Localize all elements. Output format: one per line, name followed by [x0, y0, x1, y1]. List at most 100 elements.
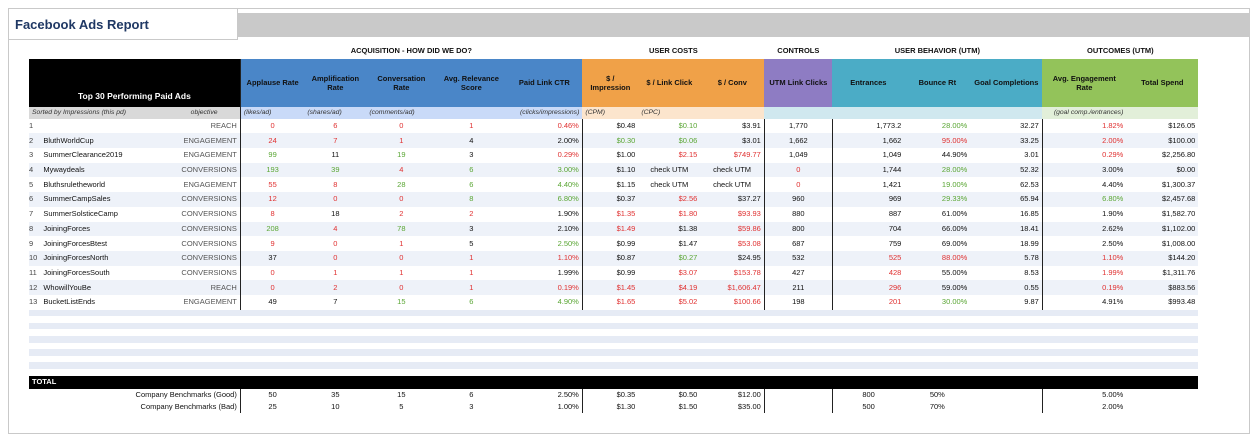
metric-cell: 704	[888, 223, 902, 233]
benchmark-cell: 25	[239, 400, 305, 413]
metric-cell: 24	[239, 133, 305, 149]
campaign-name[interactable]: SummerSolsticeCamp	[43, 209, 118, 219]
unit-label: (clicks/impressions)	[506, 106, 583, 119]
campaign-name[interactable]: Mywaydeals	[43, 165, 85, 175]
objective: CONVERSIONS	[181, 209, 237, 219]
metric-cell: 61.00%	[941, 209, 968, 219]
campaign-name[interactable]: BluthWorldCup	[43, 135, 94, 145]
metric-cell: 49	[239, 294, 305, 310]
metric-cell: 99	[239, 148, 305, 163]
campaign-name[interactable]: SummerCampSales	[43, 194, 111, 204]
unit-label	[970, 106, 1043, 119]
column-header[interactable]: Goal Completions	[970, 58, 1043, 107]
column-header[interactable]: $ / Conv	[700, 58, 765, 107]
metric-cell: 52.32	[970, 162, 1043, 178]
campaign-name[interactable]: Bluthsruletheworld	[43, 179, 106, 189]
column-header[interactable]: Bounce Rt	[904, 58, 971, 107]
table-row[interactable]: 9 JoiningForcesBtest CONVERSIONS 9 0 1 5 2.50% $…	[29, 236, 1198, 251]
metric-cell: 800	[764, 221, 833, 237]
metric-cell: 55.00%	[941, 267, 968, 277]
metric-cell: 201	[888, 297, 902, 307]
metric-cell: 428	[888, 267, 902, 277]
column-header[interactable]: Amplification Rate	[304, 58, 367, 107]
unit-label: (CPC)	[638, 106, 701, 119]
table-row[interactable]: 7 SummerSolsticeCamp CONVERSIONS 8 18 2 2 1.90%…	[29, 206, 1198, 222]
table-row[interactable]: 5 Bluthsruletheworld ENGAGEMENT 55 8 28 6 4.40%…	[29, 177, 1198, 193]
campaign-name[interactable]: JoiningForcesSouth	[43, 267, 110, 277]
table-row[interactable]: 8 JoiningForces CONVERSIONS 208 4 78 3 2.10% $1.…	[29, 221, 1199, 237]
metric-cell: 1.10%	[506, 250, 583, 266]
campaign-name[interactable]: JoiningForces	[43, 223, 91, 233]
table-row[interactable]: 4 Mywaydeals CONVERSIONS 193 39 4 6 3.00% $1.10 c…	[29, 162, 1199, 178]
metric-cell: $1.38	[678, 223, 698, 233]
metric-cell: 69.00%	[941, 238, 968, 248]
column-header[interactable]: UTM Link Clicks	[764, 58, 833, 107]
campaign-name[interactable]: JoiningForcesNorth	[43, 253, 109, 263]
metric-cell: 1,049	[764, 148, 833, 163]
table-row[interactable]: 13 BucketListEnds ENGAGEMENT 49 7 15 6 4.90% $1.…	[29, 294, 1198, 310]
metric-cell: 3.00%	[1102, 165, 1124, 175]
column-header[interactable]: Entrances	[832, 58, 905, 107]
column-header[interactable]: Conversation Rate	[366, 58, 437, 107]
column-header[interactable]: Applause Rate	[239, 58, 305, 107]
column-header[interactable]: Paid Link CTR	[506, 58, 583, 107]
table-row[interactable]: 3 SummerClearance2019 ENGAGEMENT 99 11 19 3 0.2…	[29, 148, 1198, 163]
table-row[interactable]: 10 JoiningForcesNorth CONVERSIONS 37 0 0 1 1.10…	[29, 250, 1199, 266]
benchmark-cell: $12.00	[700, 388, 765, 401]
unit-label: (shares/ad)	[304, 106, 367, 119]
column-header[interactable]: Avg. Engagement Rate	[1042, 58, 1127, 107]
metric-cell: 0	[399, 282, 404, 292]
empty-row	[29, 336, 1199, 343]
metric-cell: 3.00%	[506, 162, 583, 178]
table-row[interactable]: 6 SummerCampSales CONVERSIONS 12 0 0 8 6.80% $0.…	[29, 192, 1199, 207]
top-ads-label: Top 30 Performing Paid Ads	[29, 58, 241, 107]
benchmark-cell: 35	[331, 389, 340, 399]
report-frame: Facebook Ads Report ACQUISITION - HOW DI…	[8, 8, 1250, 434]
campaign-name[interactable]: JoiningForcesBtest	[43, 238, 108, 248]
metric-cell: 0	[399, 253, 404, 263]
metric-cell: 1	[469, 121, 474, 131]
benchmark-label: Company Benchmarks (Bad)	[140, 401, 237, 411]
metric-cell: $3.07	[678, 267, 698, 277]
metric-cell: $93.93	[700, 206, 765, 222]
table-row[interactable]: 1 REACH 0 6 0 1 0.46% $0.48 $0.10 $3.91 1,770 1,773…	[29, 118, 1198, 134]
metric-cell: 208	[239, 221, 305, 237]
column-header[interactable]: Total Spend	[1126, 58, 1199, 107]
row-index: 4	[29, 165, 34, 175]
metric-cell: $0.27	[678, 253, 698, 263]
metric-cell: $2.15	[678, 150, 698, 160]
section-acquisition: ACQUISITION - HOW DID WE DO?	[350, 46, 472, 56]
metric-cell: 1.90%	[506, 206, 583, 222]
column-header[interactable]: Avg. Relevance Score	[436, 58, 507, 107]
metric-cell: 1.90%	[1102, 209, 1124, 219]
metric-cell: $0.99	[616, 238, 636, 248]
metric-cell: 1	[469, 267, 474, 277]
table-row[interactable]: 2 BluthWorldCup ENGAGEMENT 24 7 1 4 2.00% $0.30 $…	[29, 133, 1199, 149]
metric-cell: $1,300.37	[1161, 179, 1196, 189]
metric-cell: $0.37	[616, 194, 636, 204]
table-row[interactable]: 12 WhowillYouBe REACH 0 2 0 1 0.19% $1.45 $4.19 $1…	[29, 280, 1199, 295]
table-row[interactable]: 11 JoiningForcesSouth CONVERSIONS 0 1 1 1 1.99%…	[29, 265, 1198, 281]
metric-cell: 8	[333, 179, 338, 189]
metric-cell: 2.00%	[1102, 135, 1124, 145]
column-header[interactable]: $ / Impression	[582, 58, 639, 107]
campaign-name[interactable]: BucketListEnds	[43, 297, 96, 307]
column-header[interactable]: $ / Link Click	[638, 58, 701, 107]
empty-row	[29, 349, 1199, 356]
campaign-name[interactable]	[40, 119, 168, 134]
metric-cell: 6	[469, 179, 474, 189]
benchmark-cell	[764, 400, 833, 413]
metric-cell: 6.80%	[1102, 194, 1124, 204]
metric-cell: 4	[333, 223, 338, 233]
metric-cell: $1,606.47	[700, 280, 765, 295]
benchmark-cell: $0.50	[678, 389, 698, 399]
campaign-name[interactable]: SummerClearance2019	[43, 150, 123, 160]
metric-cell: $1,102.00	[1161, 223, 1196, 233]
campaign-name[interactable]: WhowillYouBe	[43, 282, 92, 292]
benchmark-cell: 3	[469, 401, 474, 411]
empty-row	[29, 316, 1199, 323]
metric-cell: 66.00%	[941, 223, 968, 233]
metric-cell: 37	[239, 250, 305, 266]
metric-cell: 30.00%	[941, 297, 968, 307]
metric-cell: 2.50%	[506, 236, 583, 251]
